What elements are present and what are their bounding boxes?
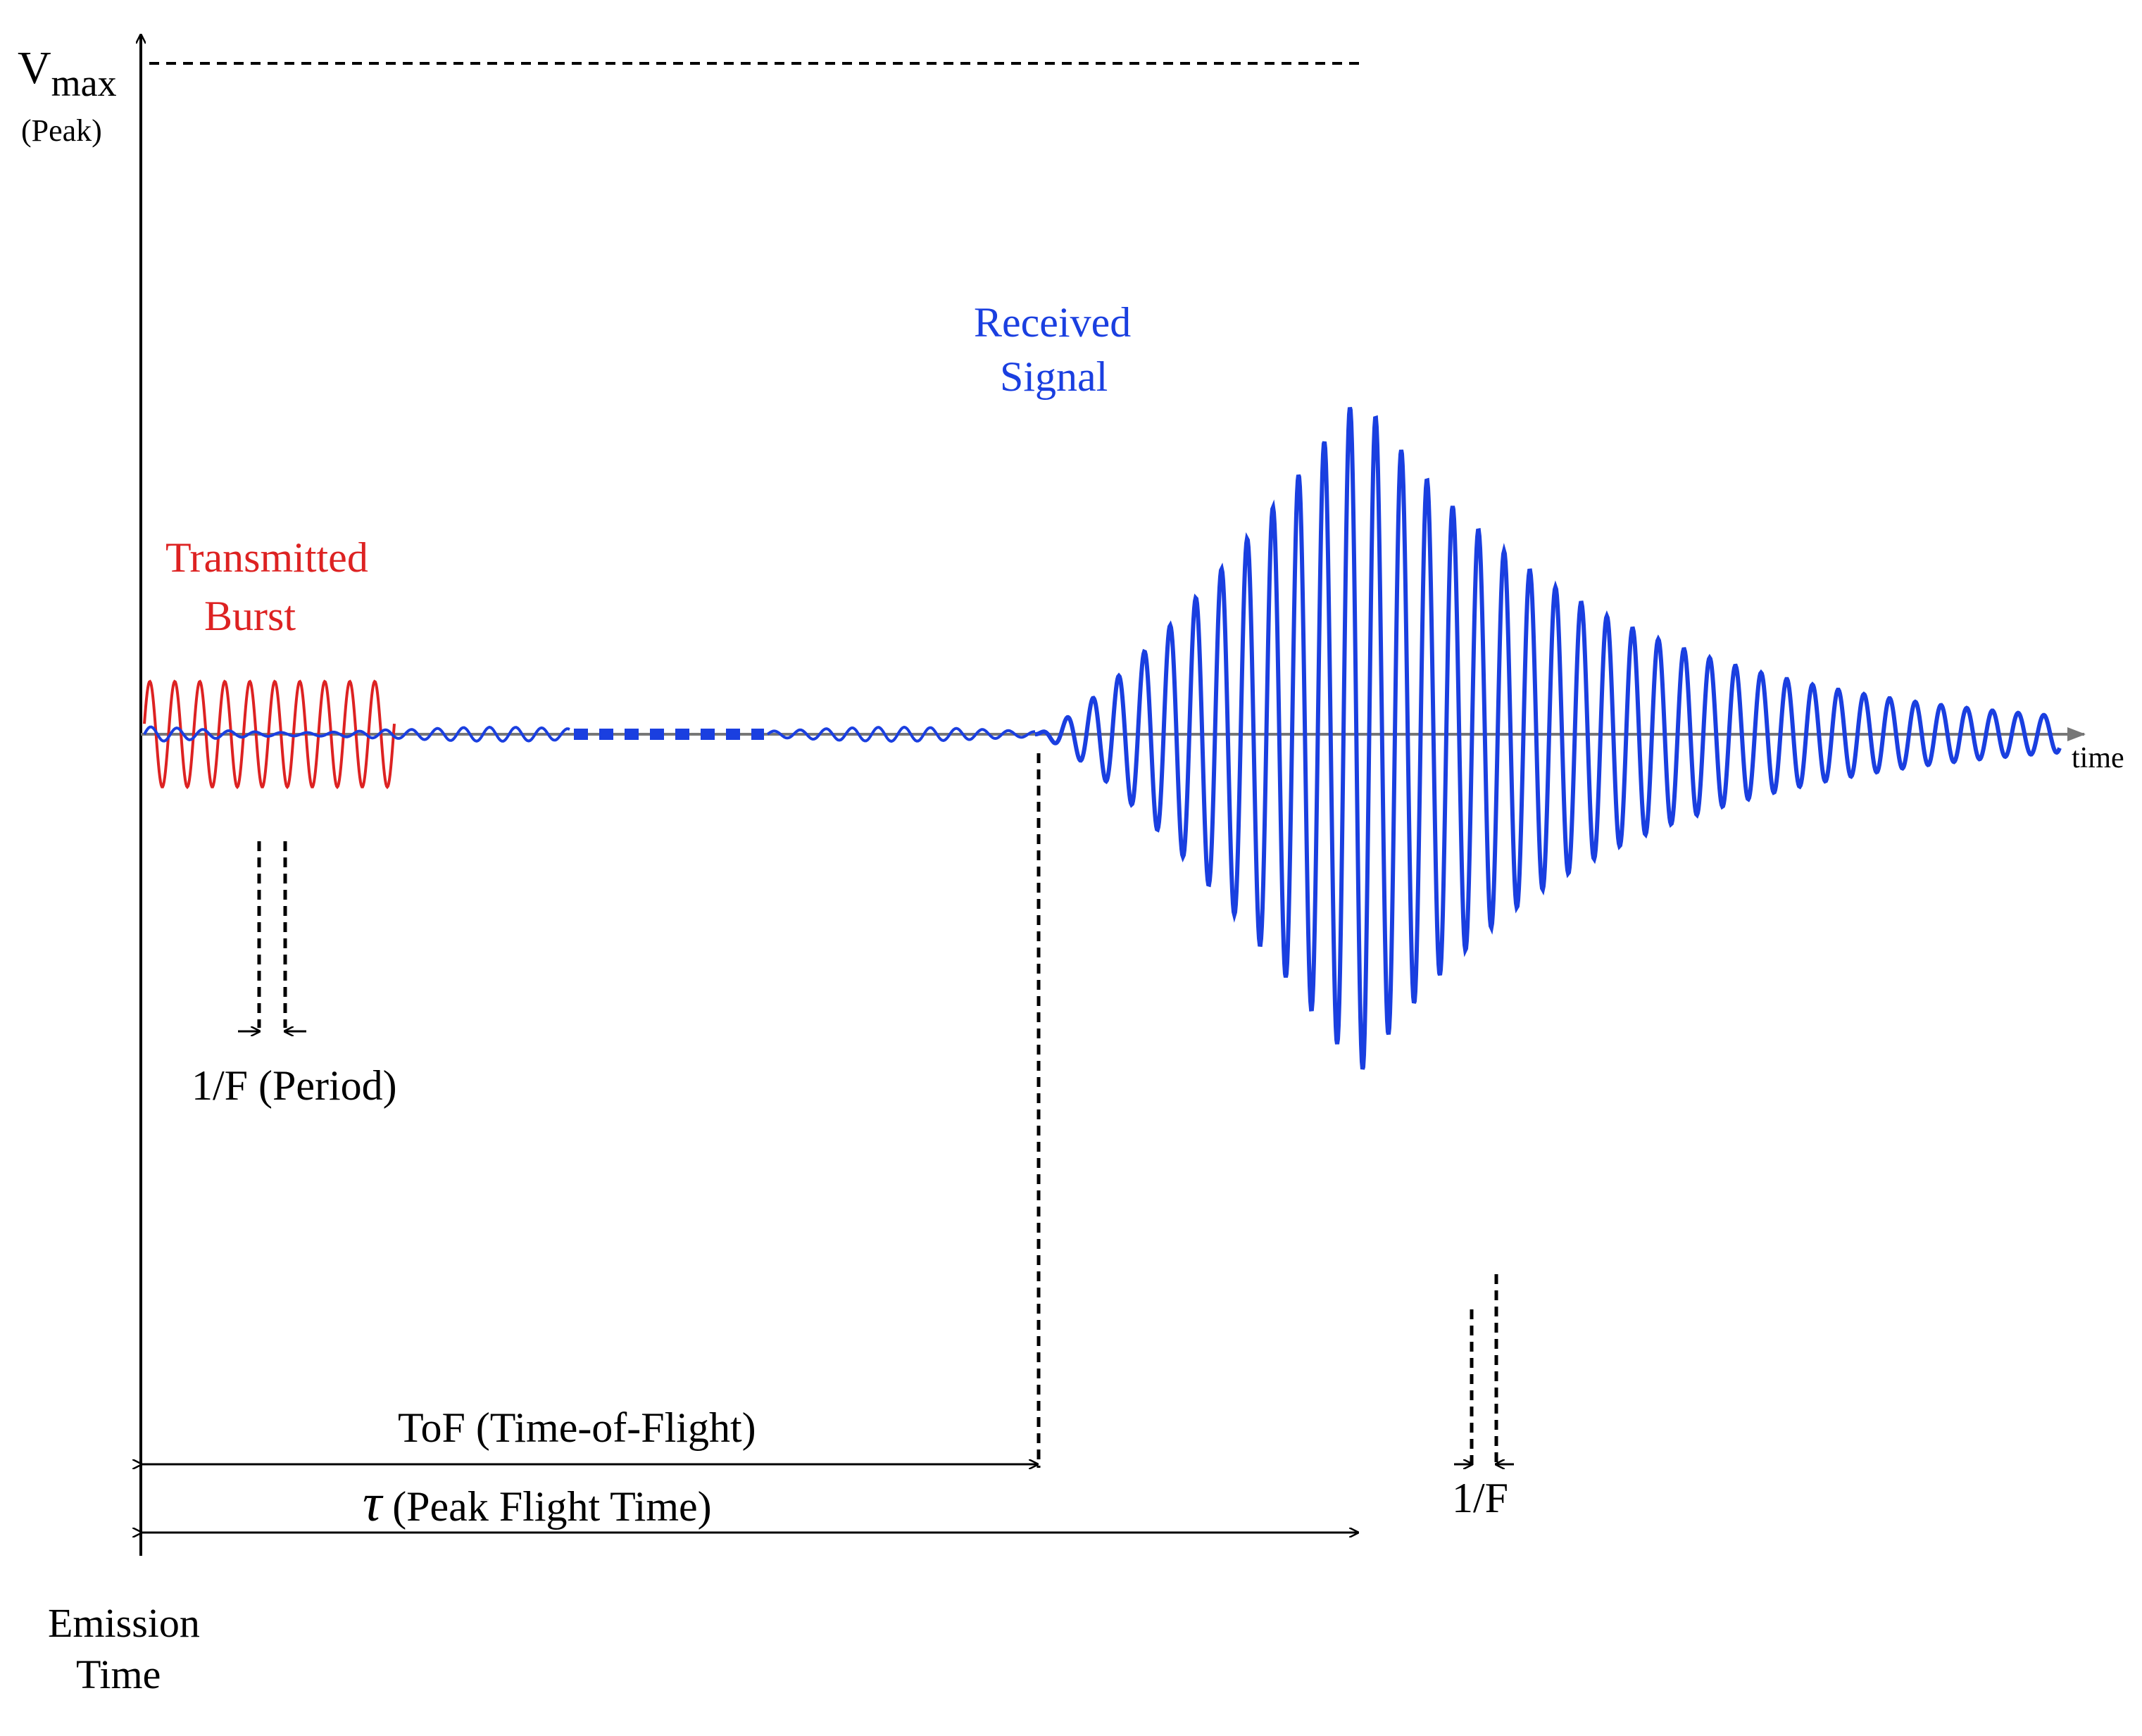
received-signal-waveform bbox=[1035, 407, 2062, 1070]
vmax-label: Vmax bbox=[18, 42, 117, 104]
transmitted-burst-label-line1: Transmitted bbox=[165, 534, 368, 581]
peak-label: (Peak) bbox=[21, 113, 102, 148]
emission-time-label-line2: Time bbox=[76, 1652, 161, 1697]
tau-label: τ (Peak Flight Time) bbox=[363, 1473, 712, 1533]
received-signal-label-line1: Received bbox=[974, 299, 1131, 346]
emission-time-label-line1: Emission bbox=[48, 1600, 200, 1646]
time-axis-label: time bbox=[2072, 742, 2124, 774]
baseline-noise-waveform bbox=[143, 725, 1035, 743]
transmitted-burst-label-line2: Burst bbox=[204, 593, 296, 639]
transmitted-burst-waveform bbox=[143, 679, 396, 790]
period-label: 1/F (Period) bbox=[192, 1062, 397, 1109]
received-signal-label-line2: Signal bbox=[1000, 353, 1108, 400]
period-right-label: 1/F bbox=[1452, 1475, 1508, 1521]
tof-label: ToF (Time-of-Flight) bbox=[398, 1404, 756, 1451]
